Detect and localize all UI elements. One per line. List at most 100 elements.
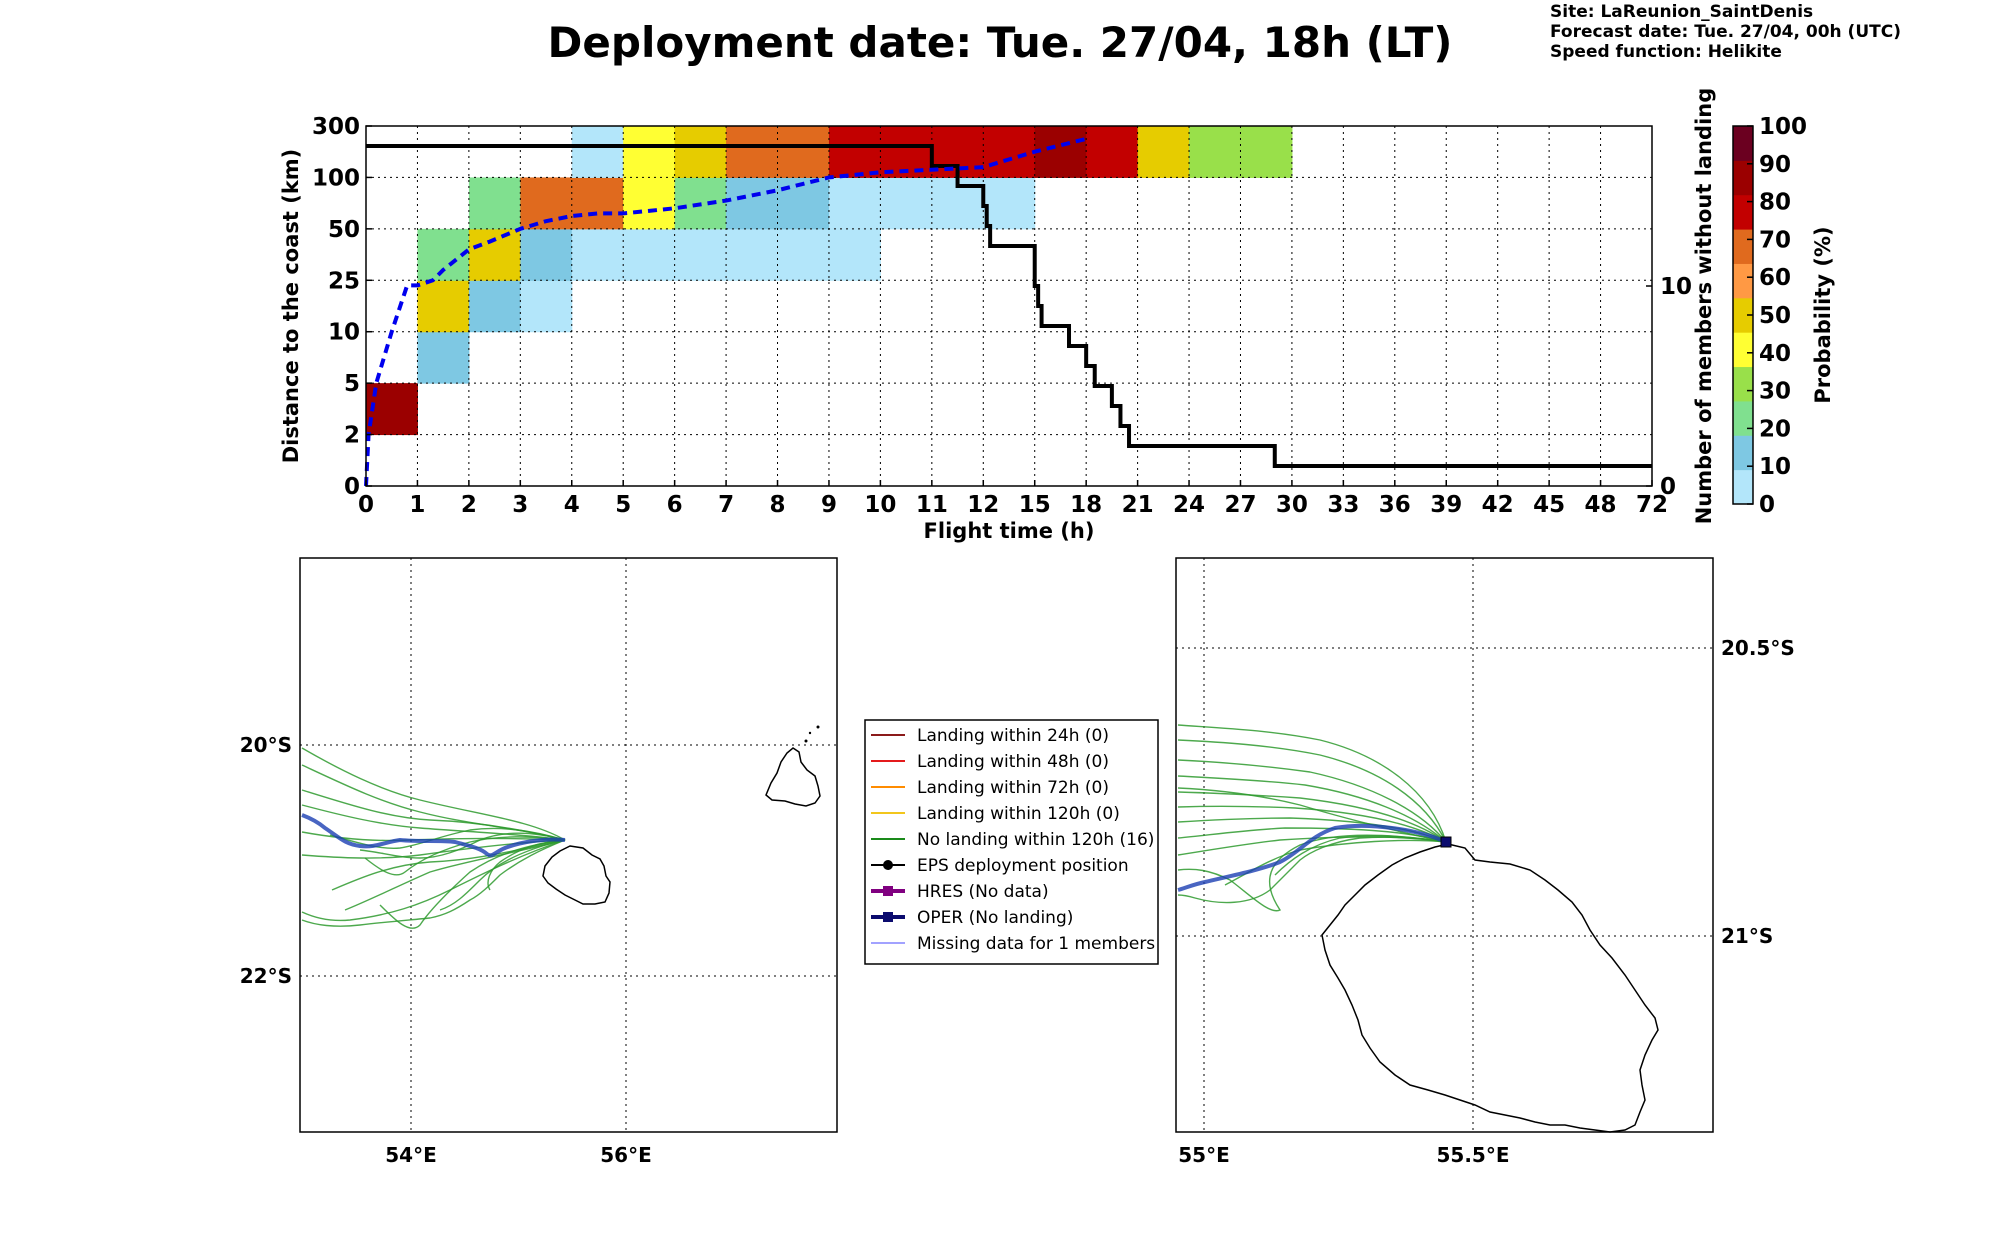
ensemble-trajectory: [1177, 805, 1447, 843]
x-tick-label: 7: [718, 492, 734, 518]
heatmap-cell: [623, 177, 676, 230]
heatmap-cell: [520, 280, 573, 333]
y2-tick-label: 10: [1660, 274, 1692, 300]
left-map: 54°E 56°E 20°S 22°S: [240, 557, 838, 1167]
heatmap-cell: [571, 177, 624, 230]
heatmap-frame: [365, 125, 1653, 487]
legend-entry: HRES (No data): [917, 882, 1049, 902]
map-lon-label: 54°E: [385, 1143, 437, 1167]
y-tick-label: 300: [312, 114, 360, 140]
heatmap-cell: [520, 228, 573, 281]
colorbar-segment: [1733, 332, 1753, 368]
ensemble-trajectory: [1177, 836, 1447, 904]
ensemble-trajectory: [379, 839, 566, 929]
ensemble-trajectory: [439, 839, 566, 911]
heatmap-cell: [468, 280, 521, 333]
x-tick-label: 12: [967, 492, 999, 518]
site-info: Site: LaReunion_SaintDenis Forecast date…: [1550, 2, 1901, 62]
colorbar-segment: [1733, 469, 1753, 505]
colorbar-tick-label: 90: [1759, 152, 1791, 178]
colorbar-segment: [1733, 160, 1753, 196]
heatmap-cell: [1137, 126, 1190, 178]
map-lon-label: 55.5°E: [1436, 1143, 1509, 1167]
x-tick-label: 24: [1173, 492, 1205, 518]
heatmap-cell: [1086, 126, 1139, 178]
page-title: Deployment date: Tue. 27/04, 18h (LT): [547, 18, 1453, 67]
map-lat-label: 22°S: [240, 964, 292, 988]
heatmap-cell: [468, 228, 521, 281]
ensemble-trajectory: [359, 832, 566, 859]
heatmap-cell: [417, 280, 470, 333]
deployment-position-marker: [1440, 836, 1452, 848]
colorbar-tick-label: 40: [1759, 341, 1791, 367]
x-tick-label: 39: [1430, 492, 1462, 518]
ensemble-trajectory: [1177, 724, 1447, 843]
x-tick-label: 30: [1276, 492, 1308, 518]
ensemble-trajectory: [1177, 759, 1447, 843]
colorbar-label: Probability (%): [1811, 226, 1835, 403]
x-tick-label: 6: [667, 492, 683, 518]
heatmap-cell: [623, 126, 676, 178]
x-tick-label: 5: [615, 492, 631, 518]
heatmap-cell: [880, 177, 933, 230]
y-tick-label: 100: [312, 165, 360, 191]
colorbar-segment: [1733, 297, 1753, 333]
y-tick-label: 25: [328, 268, 360, 294]
x-tick-label: 36: [1379, 492, 1411, 518]
forecast-date-label: Forecast date: Tue. 27/04, 00h (UTC): [1550, 22, 1901, 42]
heatmap-cell: [828, 177, 881, 230]
x-tick-label: 0: [358, 492, 374, 518]
legend-entry: Landing within 48h (0): [917, 752, 1109, 772]
y-tick-label: 0: [344, 474, 360, 500]
map-lat-label: 20.5°S: [1721, 636, 1795, 660]
legend-entry: Missing data for 1 members: [917, 934, 1155, 954]
colorbar-tick-label: 20: [1759, 416, 1791, 442]
legend-marker: [883, 860, 893, 870]
colorbar-segment: [1733, 194, 1753, 230]
colorbar-segment: [1733, 435, 1753, 471]
x-tick-label: 15: [1019, 492, 1051, 518]
legend: Landing within 24h (0) Landing within 48h…: [864, 719, 1159, 965]
x-tick-label: 21: [1122, 492, 1154, 518]
heatmap-cell: [726, 177, 779, 230]
x-tick-label: 11: [916, 492, 948, 518]
colorbar-tick-label: 10: [1759, 454, 1791, 480]
heatmap-cell: [777, 126, 830, 178]
x-tick-label: 10: [864, 492, 896, 518]
ensemble-trajectory: [487, 839, 566, 891]
x-tick-label: 33: [1327, 492, 1359, 518]
x-tick-label: 4: [564, 492, 580, 518]
ensemble-trajectory: [1177, 787, 1447, 843]
median-distance-line: [364, 136, 1087, 487]
legend-entry: OPER (No landing): [917, 908, 1073, 928]
legend-entry: Landing within 120h (0): [917, 804, 1120, 824]
colorbar-segment: [1733, 126, 1753, 161]
reunion-island-outline: [1321, 843, 1659, 1133]
ensemble-trajectory: [1177, 739, 1447, 843]
colorbar-tick-label: 0: [1759, 492, 1775, 518]
islet-dot: [804, 739, 808, 743]
reunion-island-outline: [542, 845, 611, 905]
x-tick-label: 45: [1533, 492, 1565, 518]
x-tick-label: 27: [1224, 492, 1256, 518]
heatmap-cell: [726, 228, 779, 281]
speed-function-label: Speed function: Helikite: [1550, 42, 1782, 62]
heatmap-cell: [417, 331, 470, 384]
y2-axis-label: Number of members without landing: [1692, 88, 1716, 525]
heatmap-cell: [726, 126, 779, 178]
legend-entry: Landing within 72h (0): [917, 778, 1109, 798]
heatmap-cell: [828, 228, 881, 281]
heatmap-cell: [1034, 126, 1087, 178]
x-tick-label: 42: [1482, 492, 1514, 518]
heatmap-cell: [674, 228, 727, 281]
heatmap-cell: [1189, 126, 1241, 178]
x-tick-label: 48: [1585, 492, 1617, 518]
map-lon-label: 56°E: [600, 1143, 652, 1167]
probability-colorbar: 0 10 20 30 40 50 60 70 80 90 100 Probability (%): [1732, 114, 1835, 518]
colorbar-tick-label: 80: [1759, 190, 1791, 216]
heatmap-cell: [674, 126, 727, 178]
y2-tick-label: 0: [1660, 474, 1676, 500]
colorbar-segment: [1733, 400, 1753, 436]
colorbar-tick-label: 30: [1759, 379, 1791, 405]
x-tick-label: 72: [1636, 492, 1668, 518]
